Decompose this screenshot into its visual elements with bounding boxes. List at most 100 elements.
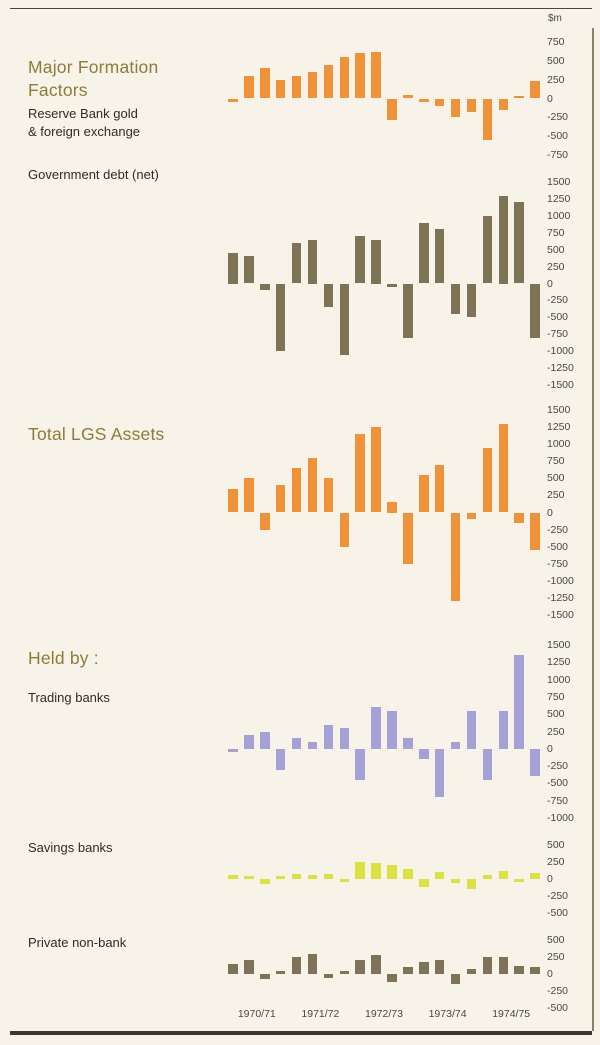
bar: [260, 731, 270, 749]
top-rule: [10, 8, 592, 9]
bar: [307, 457, 318, 513]
y-tick-label: -1500: [547, 379, 574, 391]
bar: [355, 236, 365, 284]
y-axis-trading-banks: 1500 1250 1000 750 500 250 0 -250 -500 -750 -1000: [547, 639, 589, 824]
bar: [260, 974, 270, 980]
bar: [355, 748, 365, 780]
x-tick-label: 1972/73: [365, 1008, 403, 1020]
bar: [228, 98, 238, 103]
bar: [482, 957, 493, 974]
section-title-major-formation: Major Formation Factors: [28, 57, 159, 100]
bar: [514, 965, 524, 974]
bar: [530, 81, 540, 99]
bar: [450, 512, 461, 602]
bar: [530, 748, 540, 777]
y-tick-label: -250: [547, 523, 569, 536]
label-reserve-bank-gold: Reserve Bank gold & foreign exchange: [28, 106, 141, 140]
y-tick-label: 1250: [547, 421, 571, 434]
y-tick-label: -500: [547, 907, 569, 919]
bar: [403, 738, 413, 749]
bar: [291, 75, 302, 99]
bar: [339, 879, 349, 882]
y-tick-label: 0: [547, 968, 553, 980]
bar: [419, 474, 429, 513]
y-tick-label: 1250: [547, 192, 571, 205]
bar: [323, 724, 334, 749]
bar: [482, 215, 493, 284]
bar: [371, 239, 381, 284]
y-tick-label: -500: [547, 540, 569, 553]
y-tick-label: 250: [547, 489, 565, 502]
bar: [260, 68, 270, 99]
bar: [387, 98, 397, 120]
bar: [371, 955, 381, 974]
y-tick-label: 0: [547, 506, 553, 519]
bar: [355, 433, 365, 513]
bar: [387, 974, 397, 983]
right-border-rule: [592, 28, 594, 1031]
y-tick-label: 1000: [547, 209, 571, 222]
bar: [514, 655, 524, 749]
y-axis-reserve-bank-gold: 750 500 250 0 -250 -500 -750: [547, 36, 589, 161]
label-savings-banks: Savings banks: [28, 840, 113, 855]
bar: [307, 72, 318, 99]
bar: [450, 98, 461, 118]
y-tick-label: 500: [547, 243, 565, 256]
bar: [307, 874, 318, 879]
y-tick-label: 0: [547, 742, 553, 755]
bar: [244, 478, 254, 513]
bar: [291, 242, 302, 284]
chart-trading-banks: [225, 645, 543, 818]
bar: [403, 94, 413, 99]
bar: [482, 748, 493, 780]
bar: [403, 967, 413, 974]
chart-savings-banks: [225, 845, 543, 913]
y-tick-label: -500: [547, 1002, 569, 1014]
bar: [228, 963, 238, 974]
bar: [291, 873, 302, 879]
y-tick-label: -1250: [547, 362, 574, 375]
bar: [371, 707, 381, 749]
bar: [530, 872, 540, 879]
y-tick-label: 0: [547, 92, 553, 105]
bar: [450, 741, 461, 749]
bar: [530, 967, 540, 974]
bar: [307, 239, 318, 284]
bar: [291, 957, 302, 974]
bar: [419, 222, 429, 284]
y-tick-label: -250: [547, 890, 569, 902]
y-tick-label: 750: [547, 455, 565, 468]
bar: [419, 879, 429, 888]
bar: [275, 748, 286, 770]
bar: [434, 872, 445, 879]
bar: [387, 283, 397, 287]
y-tick-label: -250: [547, 294, 569, 307]
bar: [434, 464, 445, 513]
bar: [482, 874, 493, 879]
y-tick-label: 750: [547, 226, 565, 239]
bar: [323, 283, 334, 308]
bar: [434, 98, 445, 106]
bar: [339, 512, 349, 547]
bar: [434, 229, 445, 284]
unit-label: $m: [548, 13, 562, 24]
bar: [371, 51, 381, 99]
y-tick-label: 1000: [547, 438, 571, 451]
bar: [291, 738, 302, 749]
y-tick-label: 500: [547, 839, 565, 851]
y-tick-label: -500: [547, 311, 569, 324]
bar: [228, 748, 238, 753]
y-tick-label: 1500: [547, 176, 571, 188]
bar: [291, 468, 302, 513]
bar: [530, 512, 540, 551]
y-tick-label: 250: [547, 856, 565, 868]
bar: [275, 79, 286, 99]
bar: [244, 735, 254, 749]
y-tick-label: 500: [547, 472, 565, 485]
y-tick-label: -750: [547, 557, 569, 570]
bar: [339, 728, 349, 749]
y-tick-label: -1000: [547, 345, 574, 358]
chart-government-debt: [225, 182, 543, 385]
bar: [419, 961, 429, 974]
